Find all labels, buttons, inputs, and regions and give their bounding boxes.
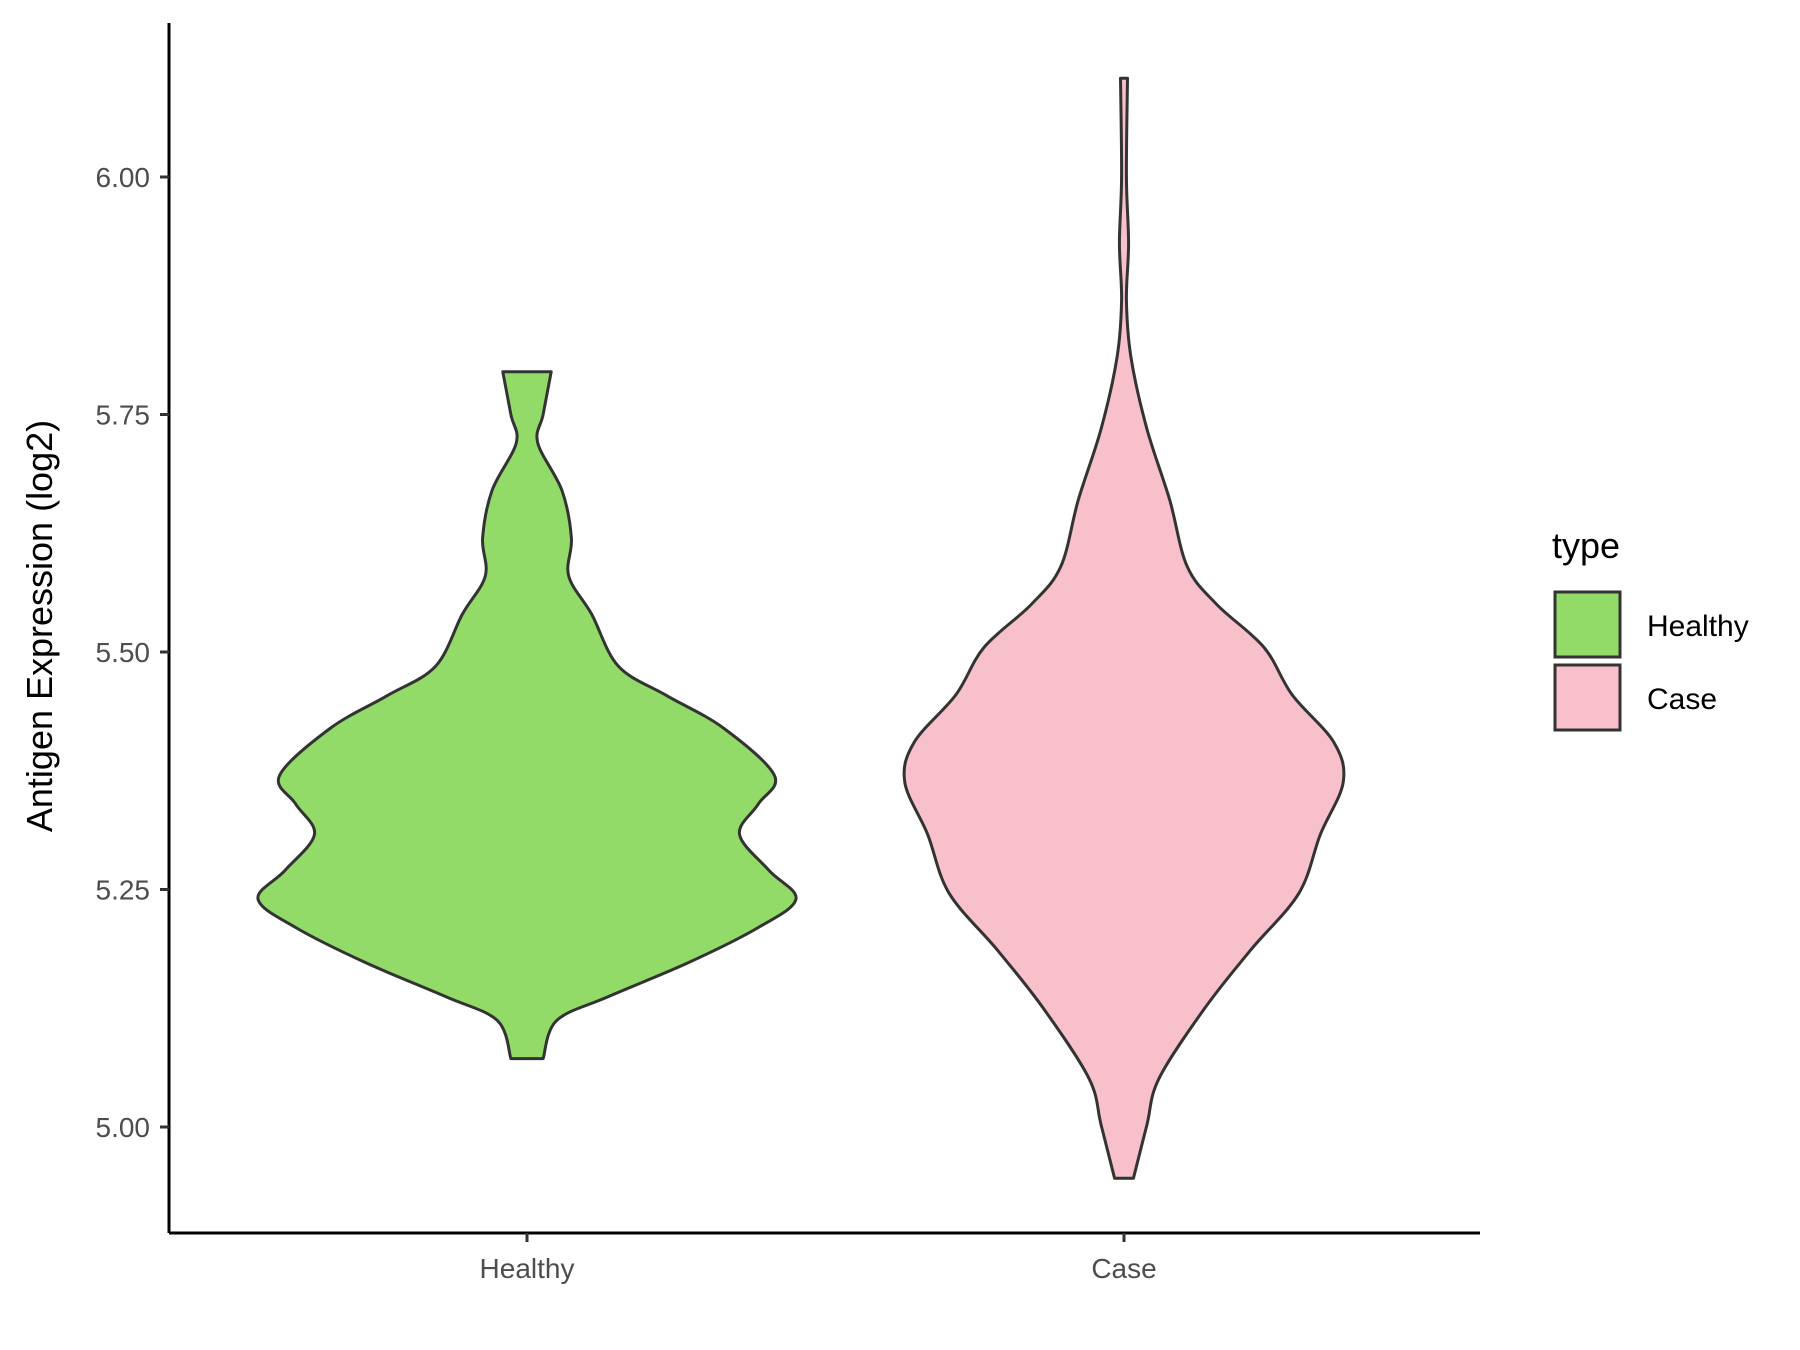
violin-case [902, 76, 1346, 1180]
x-ticks: Healthy Case [480, 1233, 1157, 1284]
legend-key-healthy [1553, 590, 1622, 659]
y-tick-label: 5.25 [96, 875, 151, 906]
legend-label-case: Case [1647, 683, 1717, 716]
y-axis-title: Antigen Expression (log2) [19, 420, 60, 832]
legend-label-healthy: Healthy [1647, 610, 1749, 643]
x-tick-label-healthy: Healthy [480, 1253, 575, 1284]
legend: type Healthy Case [1552, 525, 1749, 732]
y-tick-label: 5.75 [96, 400, 151, 431]
violin-healthy [256, 370, 798, 1061]
y-tick-label: 5.50 [96, 637, 151, 668]
legend-key-case [1553, 663, 1622, 732]
violins [256, 76, 1346, 1180]
y-ticks: 5.00 5.25 5.50 5.75 6.00 [96, 162, 169, 1143]
x-tick-label-case: Case [1091, 1253, 1156, 1284]
legend-title: type [1552, 525, 1620, 566]
y-tick-label: 6.00 [96, 162, 151, 193]
y-tick-label: 5.00 [96, 1112, 151, 1143]
